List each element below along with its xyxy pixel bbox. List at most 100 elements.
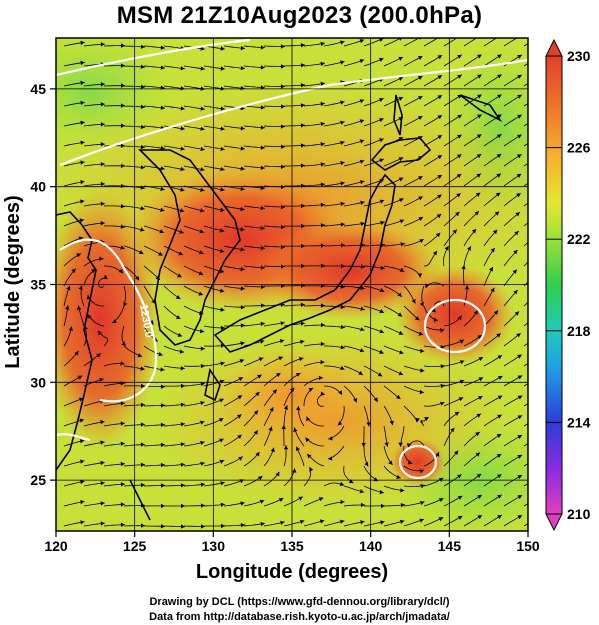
streamline: [523, 202, 528, 207]
streamline-arrow: [419, 302, 424, 307]
streamline-arrow: [100, 102, 105, 107]
streamline-arrow: [120, 502, 125, 507]
streamline-arrow: [180, 462, 185, 467]
streamline-arrow: [76, 305, 82, 310]
streamline-arrow: [493, 310, 498, 315]
streamline-arrow: [536, 313, 541, 317]
streamline-arrow: [398, 157, 404, 162]
streamline-arrow: [283, 445, 289, 450]
streamline-arrow: [276, 373, 281, 378]
streamline-arrow: [379, 158, 384, 163]
y-tick-label: 35: [30, 277, 46, 293]
streamline: [523, 261, 528, 267]
streamline-arrow: [100, 521, 105, 526]
streamline-arrow: [419, 389, 424, 395]
streamline-arrow: [280, 224, 285, 230]
streamline-arrow: [180, 66, 185, 71]
streamline: [523, 483, 528, 487]
streamline-arrow: [280, 520, 285, 525]
streamline-arrow: [260, 521, 265, 527]
streamline-arrow: [340, 40, 345, 45]
streamline-arrow: [239, 359, 245, 364]
streamline-arrow: [360, 221, 365, 226]
colorbar-tick-label: 214: [567, 414, 591, 430]
streamline: [523, 342, 528, 347]
streamline-arrow: [360, 264, 365, 269]
streamline-arrow: [478, 357, 483, 362]
streamline-arrow: [340, 100, 345, 105]
streamline-arrow: [80, 180, 85, 185]
streamline-arrow: [490, 287, 495, 293]
streamline-arrow: [535, 292, 540, 296]
streamline-arrow: [477, 74, 482, 79]
streamline: [483, 38, 498, 47]
streamline-arrow: [220, 481, 225, 486]
streamline-arrow: [497, 74, 502, 79]
streamline-arrow: [517, 54, 522, 59]
streamline: [523, 103, 528, 107]
streamline-arrow: [411, 299, 416, 304]
streamline-arrow: [219, 438, 224, 443]
streamline-arrow: [379, 489, 384, 495]
streamline-arrow: [359, 39, 365, 44]
streamline-arrow: [437, 55, 443, 60]
streamline-arrow: [200, 503, 205, 508]
streamline-arrow: [517, 475, 522, 479]
streamline-arrow: [140, 44, 145, 49]
streamline-arrow: [474, 211, 479, 216]
streamline-arrow: [321, 263, 325, 268]
streamline-arrow: [100, 501, 105, 506]
streamline-arrow: [419, 518, 424, 523]
streamline-arrow: [149, 320, 154, 325]
streamline-arrow: [220, 146, 225, 151]
streamline-arrow: [399, 519, 405, 524]
colorbar-tick-label: 210: [567, 506, 591, 522]
streamline: [523, 383, 528, 387]
streamline-arrow: [160, 462, 165, 468]
streamline-arrow: [240, 305, 245, 310]
streamline-arrow: [454, 411, 460, 416]
streamline-arrow: [253, 430, 258, 435]
streamline-arrow: [478, 377, 484, 382]
streamline-arrow: [398, 330, 404, 335]
streamline: [523, 523, 528, 527]
streamline-arrow: [160, 65, 165, 70]
streamline-arrow: [497, 494, 502, 499]
streamline-arrow: [180, 187, 185, 192]
streamline-arrow: [140, 104, 145, 109]
streamline-arrow: [238, 456, 243, 461]
streamline-arrow: [260, 165, 265, 170]
streamline-arrow: [477, 335, 482, 340]
streamline-arrow: [359, 348, 365, 353]
x-axis-label: Longitude (degrees): [195, 561, 389, 583]
streamline-arrow: [320, 391, 325, 396]
streamline-arrow: [340, 222, 345, 227]
streamline-arrow: [80, 160, 85, 165]
streamline-arrow: [536, 213, 541, 217]
streamline: [523, 222, 528, 227]
streamline-arrow: [220, 207, 225, 213]
streamline-arrow: [121, 341, 126, 346]
streamline-arrow: [281, 144, 285, 149]
streamline-arrow: [379, 309, 384, 313]
streamline-arrow: [240, 267, 245, 272]
streamline-arrow: [457, 54, 462, 59]
streamline-arrow: [348, 479, 354, 484]
colorbar-tick-label: 218: [567, 323, 591, 339]
temperature-field: [56, 38, 528, 531]
streamline-arrow: [318, 497, 324, 502]
streamline-arrow: [240, 286, 245, 291]
streamline-arrow: [137, 353, 142, 358]
streamline-arrow: [444, 246, 449, 251]
streamline-arrow: [417, 56, 423, 60]
contour-label: 1230.0: [137, 303, 155, 338]
streamline-arrow: [340, 499, 345, 505]
streamline-arrow: [160, 367, 165, 372]
streamline-arrow: [418, 331, 424, 336]
streamline-arrow: [384, 442, 389, 447]
streamline-arrow: [399, 198, 404, 203]
streamline-arrow: [259, 499, 265, 504]
streamline-arrow: [200, 420, 205, 425]
streamline-arrow: [278, 356, 283, 361]
streamline-arrow: [398, 97, 403, 101]
